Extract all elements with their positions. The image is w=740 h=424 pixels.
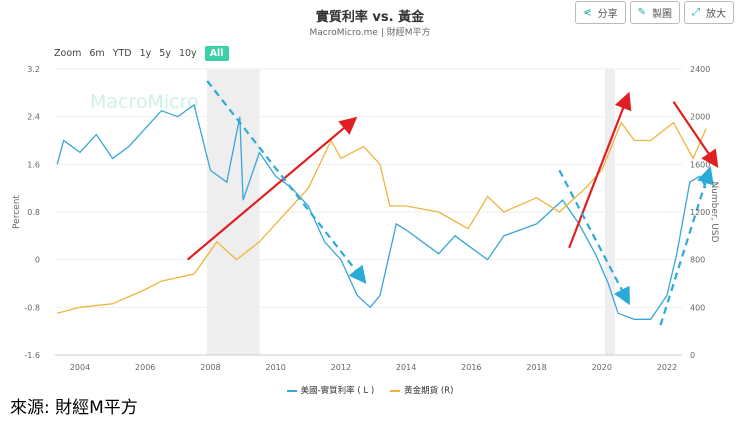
x-tick: 2010 <box>265 363 285 372</box>
y-right-label: Number, USD <box>709 181 719 242</box>
red-trend-arrow <box>568 91 632 249</box>
x-tick: 2020 <box>592 363 612 372</box>
x-tick: 2022 <box>657 363 677 372</box>
x-tick: 2018 <box>526 363 546 372</box>
y-right-tick: 1200 <box>690 208 710 217</box>
zoom-6m[interactable]: 6m <box>89 48 105 59</box>
share-icon: ⋞ <box>583 7 592 18</box>
y-right-tick: 1600 <box>690 160 710 169</box>
y-left-tick: 2.4 <box>27 113 40 122</box>
watermark: MacroMicro <box>90 91 199 113</box>
zoom-all[interactable]: All <box>204 46 229 61</box>
red-trend-arrow <box>186 116 358 261</box>
zoom-10y[interactable]: 10y <box>178 48 197 59</box>
legend-swatch <box>390 389 401 392</box>
legend-swatch <box>286 389 297 392</box>
y-left-tick: -0.8 <box>24 303 40 312</box>
red-trend-arrow <box>672 101 719 168</box>
x-tick: 2012 <box>331 363 351 372</box>
x-tick: 2016 <box>461 363 481 372</box>
y-right-tick: 800 <box>690 256 705 265</box>
legend-label: 黃金期貨 (R) <box>404 386 454 396</box>
share-button[interactable]: ⋞ 分享 <box>575 1 626 24</box>
expand-button[interactable]: ⤢ 放大 <box>684 1 734 24</box>
legend-real-rate[interactable]: 美國-實質利率 ( L ) <box>286 384 375 396</box>
zoom-ytd[interactable]: YTD <box>112 48 132 59</box>
share-label: 分享 <box>597 9 618 20</box>
y-right-tick: 2400 <box>690 65 710 74</box>
y-right-tick: 400 <box>690 303 705 312</box>
x-tick: 2004 <box>70 363 90 372</box>
y-left-tick: 0.8 <box>27 208 40 217</box>
x-tick: 2008 <box>200 363 220 372</box>
y-left-tick: 0 <box>35 256 40 265</box>
y-left-tick: -1.6 <box>24 351 40 360</box>
blue-dashed-trend-arrow <box>659 166 714 326</box>
x-tick: 2006 <box>135 363 155 372</box>
source-note: 來源: 財經M平方 <box>10 398 138 418</box>
y-right-tick: 2000 <box>690 113 710 122</box>
draw-label: 製圖 <box>652 9 672 20</box>
y-left-label: Percent <box>12 195 22 229</box>
zoom-1y[interactable]: 1y <box>139 48 152 59</box>
chart-title: 實質利率 vs. 黃金 <box>315 10 425 25</box>
pencil-icon: ✎ <box>637 7 646 18</box>
legend-label: 美國-實質利率 ( L ) <box>300 386 375 396</box>
chart-subtitle: MacroMicro.me | 財經M平方 <box>309 28 431 38</box>
zoom-5y[interactable]: 5y <box>159 48 171 59</box>
expand-icon: ⤢ <box>692 7 700 18</box>
gold-line <box>57 121 707 314</box>
y-left-tick: 3.2 <box>27 65 40 74</box>
expand-label: 放大 <box>706 9 726 20</box>
y-left-tick: 1.6 <box>27 160 40 169</box>
zoom-label: Zoom <box>54 48 82 59</box>
blue-dashed-trend-arrow <box>558 169 630 306</box>
y-right-tick: 0 <box>690 351 695 360</box>
legend-gold[interactable]: 黃金期貨 (R) <box>390 384 453 396</box>
blue-dashed-trend-arrow <box>206 80 367 284</box>
x-tick: 2014 <box>396 363 416 372</box>
draw-button[interactable]: ✎ 製圖 <box>629 1 680 24</box>
